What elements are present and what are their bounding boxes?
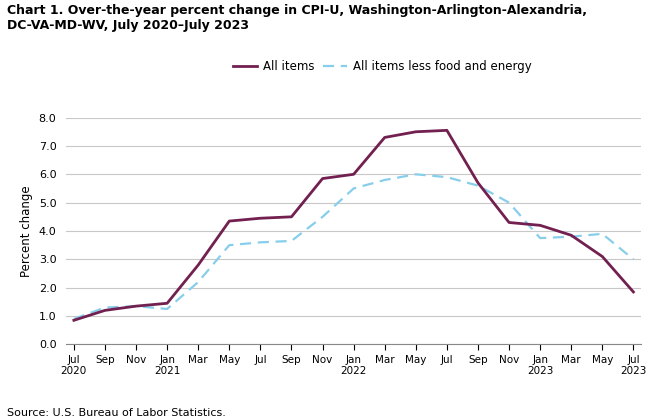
All items less food and energy — [412, 172, 420, 177]
All items less food and energy — [629, 257, 637, 262]
Text: Chart 1. Over-the-year percent change in CPI-U, Washington-Arlington-Alexandria,: Chart 1. Over-the-year percent change in… — [7, 4, 586, 32]
All items less food and energy — [536, 236, 544, 241]
All items — [629, 289, 637, 294]
All items — [163, 301, 171, 306]
All items less food and energy — [101, 305, 109, 310]
All items less food and energy — [70, 316, 78, 321]
All items less food and energy — [194, 280, 202, 285]
All items less food and energy — [598, 231, 606, 236]
All items — [288, 214, 295, 219]
All items — [194, 262, 202, 268]
All items — [101, 308, 109, 313]
All items — [225, 218, 233, 223]
All items — [505, 220, 513, 225]
All items less food and energy — [505, 200, 513, 205]
All items — [381, 135, 389, 140]
All items — [536, 223, 544, 228]
All items less food and energy — [132, 304, 140, 309]
All items — [474, 180, 482, 185]
Legend: All items, All items less food and energy: All items, All items less food and energ… — [233, 60, 531, 73]
All items — [598, 254, 606, 259]
All items — [132, 304, 140, 309]
All items less food and energy — [319, 214, 327, 219]
All items — [412, 129, 420, 134]
Y-axis label: Percent change: Percent change — [20, 185, 33, 277]
All items less food and energy — [381, 177, 389, 182]
All items less food and energy — [163, 307, 171, 312]
Line: All items: All items — [74, 130, 633, 320]
All items less food and energy — [474, 183, 482, 188]
All items less food and energy — [350, 186, 358, 191]
All items — [256, 216, 264, 221]
Text: Source: U.S. Bureau of Labor Statistics.: Source: U.S. Bureau of Labor Statistics. — [7, 408, 225, 418]
All items less food and energy — [567, 234, 575, 239]
All items less food and energy — [256, 240, 264, 245]
All items — [350, 172, 358, 177]
All items — [70, 318, 78, 323]
All items less food and energy — [225, 243, 233, 248]
All items — [319, 176, 327, 181]
Line: All items less food and energy: All items less food and energy — [74, 174, 633, 319]
All items less food and energy — [443, 175, 451, 180]
All items less food and energy — [288, 239, 295, 244]
All items — [567, 233, 575, 238]
All items — [443, 128, 451, 133]
